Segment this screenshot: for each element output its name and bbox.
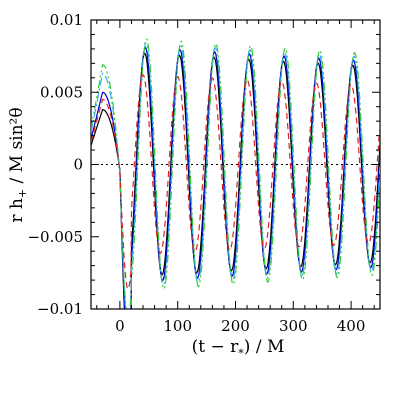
series-line-3 bbox=[91, 42, 380, 309]
x-tick-label: 200 bbox=[221, 317, 250, 335]
y-tick-label: 0.005 bbox=[40, 83, 83, 101]
tick-labels: 0 100 200 300 400 −0.01 −0.005 0 0.005 0.01 bbox=[27, 11, 365, 335]
series-layer bbox=[91, 38, 380, 309]
x-tick-label: 0 bbox=[115, 317, 125, 335]
x-tick-label: 400 bbox=[337, 317, 366, 335]
y-tick-label: −0.01 bbox=[37, 300, 83, 318]
y-tick-label: 0 bbox=[73, 156, 83, 174]
series-line-5 bbox=[91, 74, 380, 291]
x-tick-label: 100 bbox=[163, 317, 192, 335]
y-axis-label: r h+ / M sin²θ bbox=[7, 107, 29, 222]
x-axis-label: (t − r*) / M bbox=[192, 337, 285, 360]
x-tick-label: 300 bbox=[279, 317, 308, 335]
ticks-layer bbox=[91, 19, 380, 310]
y-tick-label: 0.01 bbox=[50, 11, 83, 29]
series-line-4 bbox=[91, 38, 380, 309]
y-tick-label: −0.005 bbox=[27, 228, 83, 246]
plot-area bbox=[90, 19, 381, 310]
